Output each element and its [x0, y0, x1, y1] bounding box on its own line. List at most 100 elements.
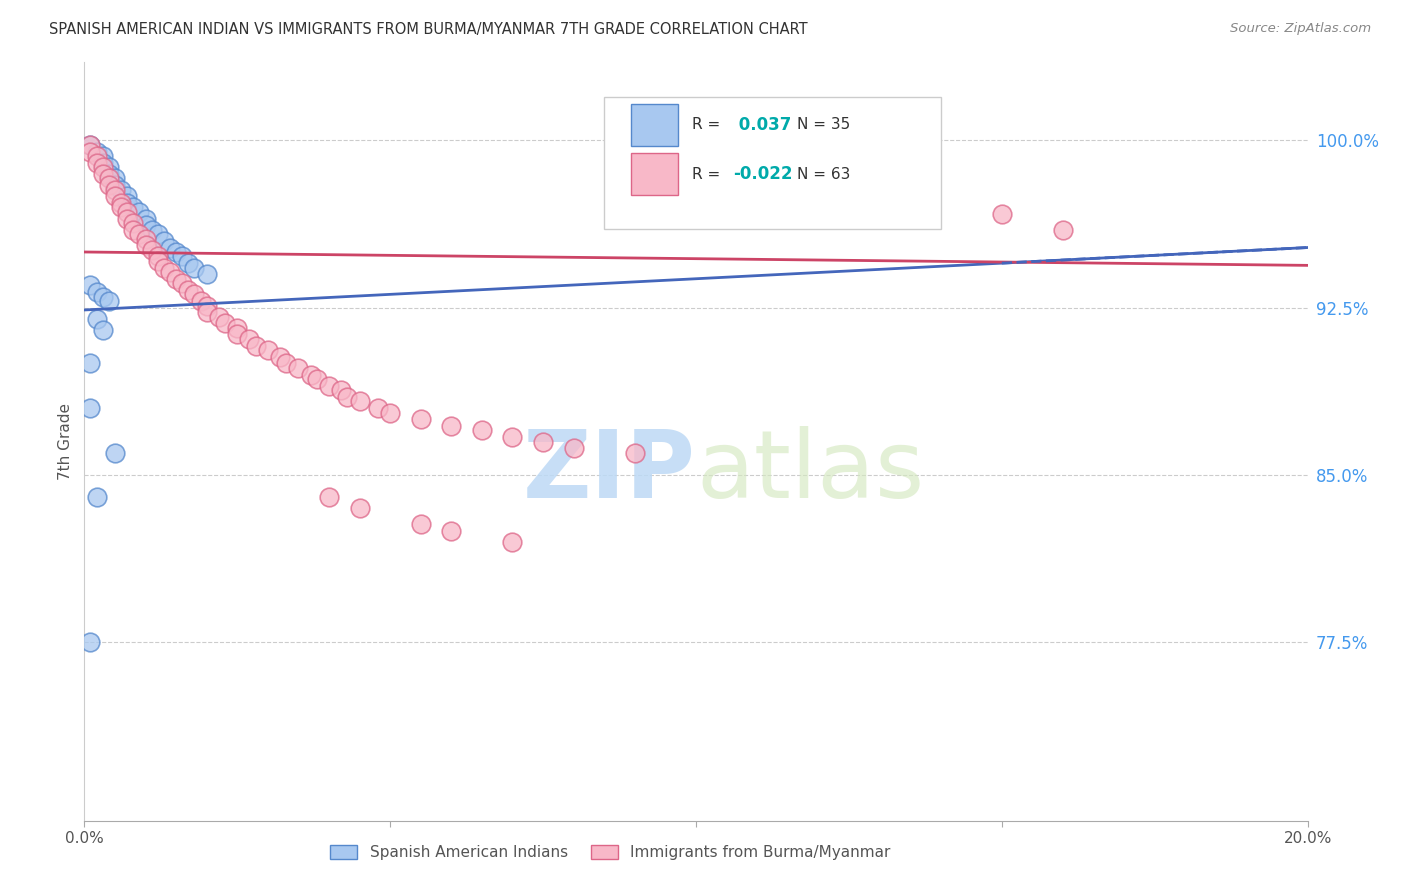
Point	[165, 271, 187, 285]
Point	[128, 227, 150, 241]
Point	[172, 276, 194, 290]
Point	[91, 167, 114, 181]
Point	[146, 227, 169, 241]
Point	[238, 332, 260, 346]
Point	[86, 285, 108, 299]
Point	[153, 234, 176, 248]
Point	[299, 368, 322, 382]
Point	[195, 267, 218, 281]
Point	[190, 293, 212, 308]
Point	[287, 360, 309, 375]
Point	[245, 338, 267, 352]
Point	[367, 401, 389, 415]
Point	[110, 200, 132, 214]
Point	[141, 222, 163, 236]
Point	[79, 137, 101, 152]
Point	[146, 249, 169, 263]
Point	[257, 343, 280, 357]
Point	[128, 204, 150, 219]
Text: SPANISH AMERICAN INDIAN VS IMMIGRANTS FROM BURMA/MYANMAR 7TH GRADE CORRELATION C: SPANISH AMERICAN INDIAN VS IMMIGRANTS FR…	[49, 22, 808, 37]
Point	[115, 204, 138, 219]
Bar	[631, 104, 678, 145]
Point	[380, 405, 402, 419]
Point	[104, 189, 127, 203]
Point	[276, 356, 298, 370]
Point	[79, 356, 101, 370]
Point	[440, 524, 463, 538]
Point	[79, 278, 101, 293]
Point	[531, 434, 554, 449]
Point	[110, 195, 132, 210]
Point	[502, 430, 524, 444]
Point	[208, 310, 231, 324]
Point	[195, 298, 218, 312]
Point	[502, 534, 524, 549]
Point	[79, 145, 101, 159]
Text: R =: R =	[692, 167, 725, 182]
Point	[409, 412, 432, 426]
Point	[330, 383, 353, 397]
Point	[177, 283, 200, 297]
Point	[471, 423, 494, 437]
Point	[440, 418, 463, 433]
Point	[104, 445, 127, 459]
Point	[172, 249, 194, 263]
Point	[135, 231, 157, 245]
Point	[177, 256, 200, 270]
Point	[135, 211, 157, 226]
Point	[86, 145, 108, 159]
Point	[91, 155, 114, 169]
Point	[349, 394, 371, 409]
Text: ZIP: ZIP	[523, 425, 696, 518]
Point	[141, 243, 163, 257]
Point	[135, 218, 157, 232]
Point	[183, 287, 205, 301]
Bar	[631, 153, 678, 195]
Point	[79, 137, 101, 152]
Point	[97, 293, 120, 308]
Text: -0.022: -0.022	[733, 165, 792, 183]
Point	[349, 501, 371, 516]
Point	[409, 516, 432, 531]
Point	[79, 401, 101, 415]
Point	[562, 441, 585, 455]
Point	[1052, 222, 1074, 236]
Point	[104, 171, 127, 186]
Point	[318, 490, 340, 504]
Point	[115, 189, 138, 203]
Point	[86, 155, 108, 169]
Point	[97, 167, 120, 181]
Text: N = 35: N = 35	[797, 118, 851, 133]
Point	[79, 635, 101, 649]
Point	[624, 445, 647, 459]
Point	[97, 160, 120, 174]
Point	[318, 378, 340, 392]
Text: Source: ZipAtlas.com: Source: ZipAtlas.com	[1230, 22, 1371, 36]
Point	[104, 182, 127, 196]
Text: atlas: atlas	[696, 425, 924, 518]
Point	[159, 265, 181, 279]
Point	[165, 244, 187, 259]
Point	[91, 289, 114, 303]
Point	[86, 311, 108, 326]
Point	[991, 207, 1014, 221]
Point	[97, 171, 120, 186]
Point	[97, 178, 120, 192]
Point	[135, 238, 157, 252]
Point	[91, 323, 114, 337]
Point	[86, 490, 108, 504]
Point	[226, 320, 249, 334]
Text: R =: R =	[692, 118, 725, 133]
Point	[146, 253, 169, 268]
Point	[122, 222, 145, 236]
Point	[115, 195, 138, 210]
Point	[86, 149, 108, 163]
Point	[115, 211, 138, 226]
Point	[122, 216, 145, 230]
Text: 0.037: 0.037	[733, 116, 792, 134]
Point	[269, 350, 291, 364]
Point	[91, 149, 114, 163]
Point	[153, 260, 176, 275]
FancyBboxPatch shape	[605, 96, 941, 229]
Point	[110, 182, 132, 196]
